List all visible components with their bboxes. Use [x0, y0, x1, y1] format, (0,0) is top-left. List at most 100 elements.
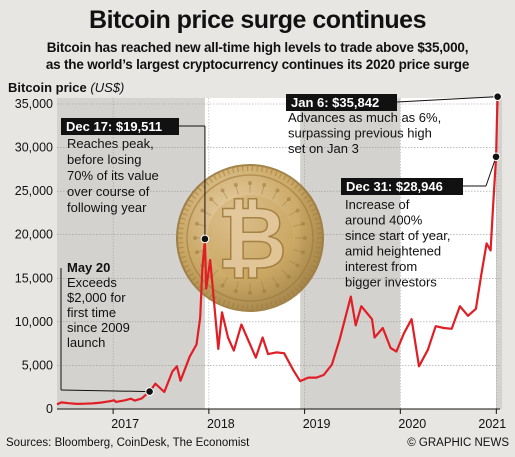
coin-circuit-line	[235, 281, 239, 292]
bitcoin-coin-illustration: ₿	[176, 164, 324, 312]
coin-ridge-tick	[265, 302, 269, 309]
y-tick-label-10000: 10,000	[15, 315, 53, 329]
y-axis-unit: (US$)	[90, 80, 124, 95]
coin-circuit-dot	[286, 197, 291, 202]
annotation-leader	[60, 389, 150, 393]
annotation-label: May 20	[67, 260, 110, 275]
sources-note: Sources: Bloomberg, CoinDesk, The Econom…	[6, 437, 250, 449]
annotation-label-box	[341, 178, 463, 195]
coin-circuit-dot	[220, 283, 225, 288]
annotation-text-line: Advances as much as 6%,	[288, 110, 441, 125]
coin-ring	[186, 174, 314, 302]
annotation-text-line: interest from	[345, 259, 417, 274]
coin-ridge-tick	[261, 166, 264, 173]
coin-ridge-tick	[241, 166, 244, 172]
coin-outer	[176, 164, 324, 312]
coin-ridge-tick	[316, 227, 322, 230]
coin-circuit-line	[272, 190, 278, 200]
coin-ridge-tick	[179, 251, 185, 254]
coin-ridge-tick	[183, 208, 190, 212]
coin-ridge-tick	[300, 191, 306, 196]
coin-ridge-tick	[290, 290, 295, 296]
coin-circuit-line	[261, 184, 265, 195]
annotation-text-line: bigger investors	[345, 275, 437, 290]
coin-ridge-tick	[303, 276, 309, 281]
annotation-label-box	[61, 118, 179, 135]
coin-circuit-dot	[200, 208, 205, 213]
coin-ridge-tick	[261, 303, 264, 310]
coin-ridge-tick	[312, 212, 318, 216]
coin-ridge-tick	[315, 222, 321, 225]
coin-ridge-tick	[290, 180, 295, 186]
coin-ridge-tick	[178, 227, 184, 230]
coin-circuit-dot	[262, 289, 267, 294]
annotation-text-line: before losing	[67, 152, 141, 167]
coin-ridge-tick	[183, 264, 190, 268]
y-tick-label-20000: 20,000	[15, 228, 53, 242]
subtitle-line-2: as the world’s largest cryptocurrency co…	[45, 57, 470, 72]
coin-circuit-line	[202, 210, 212, 216]
coin-ridge-tick	[297, 187, 303, 192]
subtitle-line-1: Bitcoin has reached new all-time high le…	[46, 40, 469, 55]
coin-circuit-line	[288, 260, 298, 266]
coin-ridge-tick	[227, 169, 230, 175]
grid-lines	[57, 98, 500, 409]
y-tick-label-35000: 35,000	[15, 97, 53, 111]
coin-circuit-line	[210, 198, 219, 207]
coin-ridge-tick	[191, 195, 197, 200]
x-tick-label-2018: 2018	[207, 417, 235, 431]
annotation-marker	[491, 152, 501, 162]
annotation-text-line: surpassing previous high	[288, 126, 432, 141]
coin-circuit-dot	[248, 291, 252, 295]
coin-ridge-tick	[222, 299, 226, 305]
coin-ridge-tick	[310, 264, 317, 268]
coin-circuit-dot	[262, 182, 267, 187]
coin-circuit-line	[293, 249, 304, 253]
coin-circuit-line	[222, 190, 228, 200]
coin-ridge-tick	[209, 293, 214, 299]
shaded-period-3	[496, 98, 503, 409]
coin-circuit-line	[281, 269, 290, 278]
annotation-text-line: following year	[67, 200, 147, 215]
y-tick-label-25000: 25,000	[15, 184, 53, 198]
coin-circuit-dot	[233, 182, 238, 187]
coin-circuit-dot	[295, 263, 300, 268]
coin-circuit-line	[281, 198, 290, 207]
coin-ridge-tick	[265, 167, 269, 174]
coin-ridge-tick	[278, 297, 283, 303]
annotation-1: Dec 17: $19,511 Reaches peak,before losin…	[61, 118, 210, 244]
coin-ridge-tick	[217, 297, 222, 303]
coin-ridge-tick	[315, 251, 321, 254]
coin-circuit-dot	[275, 188, 280, 193]
coin-ridge-tick	[300, 280, 306, 285]
annotation-text-line: since start of year,	[345, 228, 451, 243]
annotation-text-line: around 400%	[345, 213, 423, 228]
coin-ridge-tick	[282, 175, 287, 181]
coin-ridge-tick	[282, 295, 287, 301]
coin-ridge-tick	[278, 173, 283, 179]
annotation-label-box	[286, 94, 397, 111]
coin-ridge-tick	[286, 177, 291, 183]
coin-ridge-tick	[308, 203, 314, 208]
x-tick-label-2019: 2019	[303, 417, 331, 431]
coin-ridge-tick	[205, 180, 210, 186]
coin-ridge-tick	[188, 272, 194, 277]
coin-circuit-dot	[194, 221, 199, 226]
coin-ridge-tick	[270, 301, 273, 307]
coin-ridge-tick	[308, 268, 314, 273]
coin-ridge-tick	[236, 166, 239, 173]
annotations: Dec 17: $19,511 Reaches peak,before losin…	[60, 92, 502, 396]
coin-ridge-tick	[297, 284, 303, 289]
y-tick-label-0: 0	[46, 402, 53, 416]
annotation-text-line: 70% of its value	[67, 168, 159, 183]
annotation-marker	[145, 387, 154, 396]
coin-circuit-dot	[275, 283, 280, 288]
coin-ridge-tick	[286, 293, 291, 299]
annotation-marker	[200, 234, 210, 244]
coin-ridge-tick	[197, 187, 203, 192]
coin-circuit-dot	[193, 236, 197, 240]
coin-ridge-tick	[241, 304, 244, 310]
coin-ridge-tick	[182, 260, 188, 264]
